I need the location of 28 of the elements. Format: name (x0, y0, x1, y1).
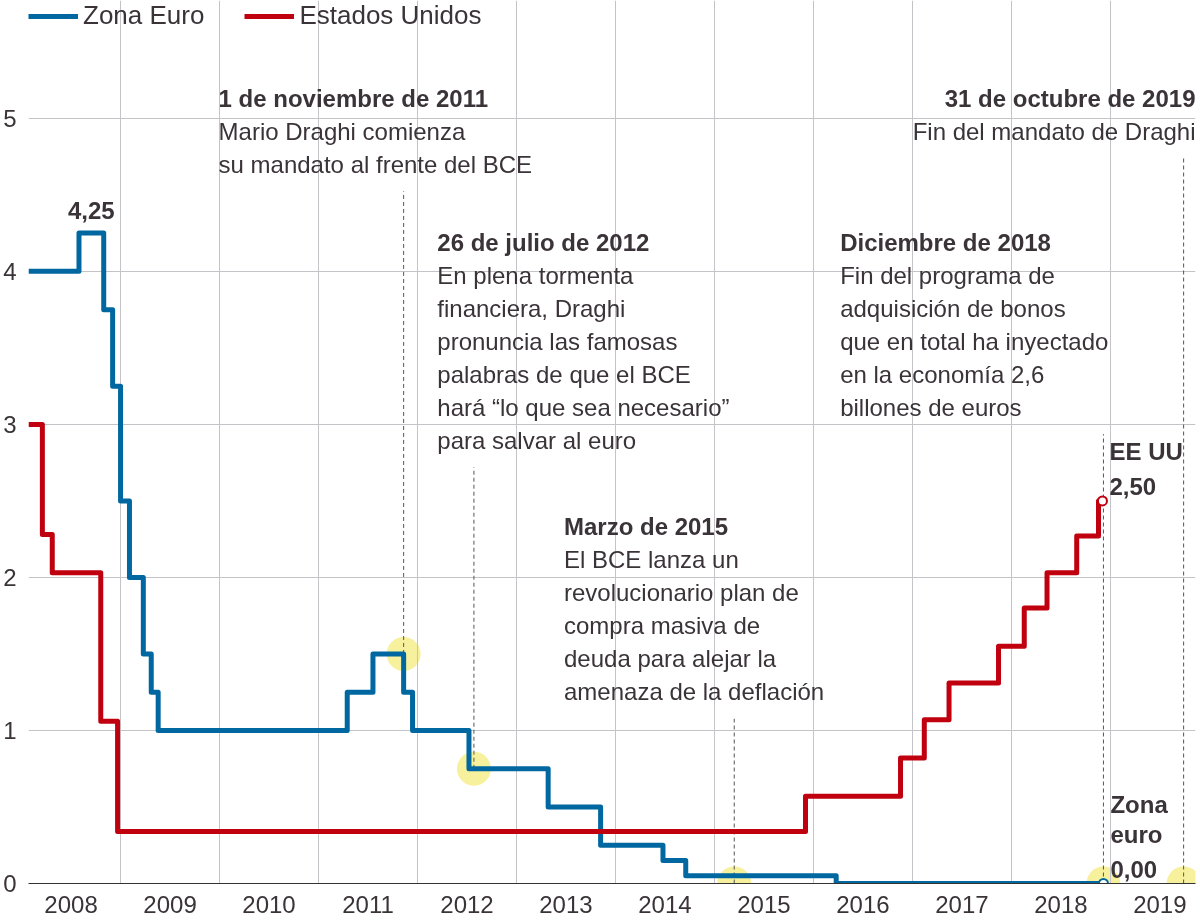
annotation: 31 de octubre de 2019 Fin del mandato de Draghi (912, 84, 1196, 145)
y-tick-label: 0 (3, 870, 17, 897)
x-tick-label: 2008 (44, 890, 98, 918)
data-label: 4,25 (68, 197, 115, 225)
y-tick-label: 3 (3, 410, 17, 438)
annotation: Marzo de 2015 El BCE lanza un revolucionario plan de compra masiva de deuda para alejar la amenaza de la deflación (563, 513, 825, 706)
annotation: 1 de noviembre de 2011 Mario Draghi comienza su mandato al frente del BCE (218, 84, 533, 178)
y-tick-label: 4 (3, 257, 17, 285)
legend-label: Zona Euro (83, 0, 205, 31)
x-tick-label: 2019 (1133, 890, 1187, 918)
legend-label: Estados Unidos (299, 0, 482, 31)
x-tick-label: 2015 (737, 890, 791, 918)
x-tick-label: 2017 (935, 890, 989, 918)
x-tick-label: 2016 (836, 890, 890, 918)
x-tick-label: 2012 (440, 890, 494, 918)
annotation: Diciembre de 2018 Fin del programa de adquisición de bonos que en total ha inyectado en la economía 2,6 billones de euros (840, 228, 1109, 421)
y-tick-label: 5 (3, 104, 17, 132)
x-tick-label: 2013 (539, 890, 593, 918)
x-tick-label: 2014 (638, 890, 692, 918)
data-label: EE UU 2,50 (1109, 437, 1183, 500)
data-label: Zona euro 0,00 (1110, 790, 1169, 883)
x-tick-label: 2011 (342, 890, 394, 918)
y-tick-label: 2 (3, 563, 17, 591)
x-tick-label: 2010 (242, 890, 296, 918)
annotation: 26 de julio de 2012 En plena tormenta financiera, Draghi pronuncia las famosas palabras de que el BCE hará “lo que sea necesario” para salvar al euro (437, 228, 730, 454)
x-tick-label: 2018 (1034, 890, 1088, 918)
y-tick-label: 1 (3, 716, 17, 744)
x-tick-label: 2009 (143, 890, 197, 918)
